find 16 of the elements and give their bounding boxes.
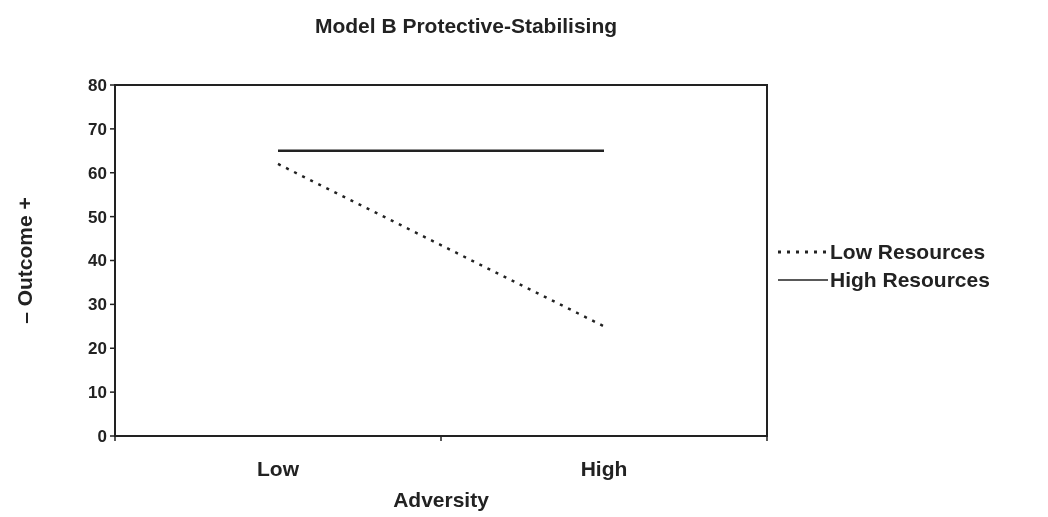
x-axis-title: Adversity (393, 488, 490, 511)
y-tick-label: 60 (88, 163, 107, 183)
legend-label: High Resources (830, 268, 990, 292)
y-tick-label: 30 (88, 295, 107, 315)
y-tick-label: 70 (88, 119, 107, 139)
x-tick-label: Low (257, 457, 300, 480)
y-tick-label: 0 (97, 426, 107, 446)
y-tick-label: 50 (88, 207, 107, 227)
legend-label: Low Resources (830, 240, 986, 264)
y-tick-label: 40 (88, 251, 107, 271)
y-tick-label: 80 (88, 75, 107, 95)
y-tick-label: 10 (88, 383, 107, 403)
y-axis-title: – Outcome + (13, 197, 36, 324)
chart-title: Model B Protective-Stabilising (314, 14, 618, 37)
y-tick-label: 20 (88, 339, 107, 359)
x-tick-label: High (580, 457, 628, 480)
